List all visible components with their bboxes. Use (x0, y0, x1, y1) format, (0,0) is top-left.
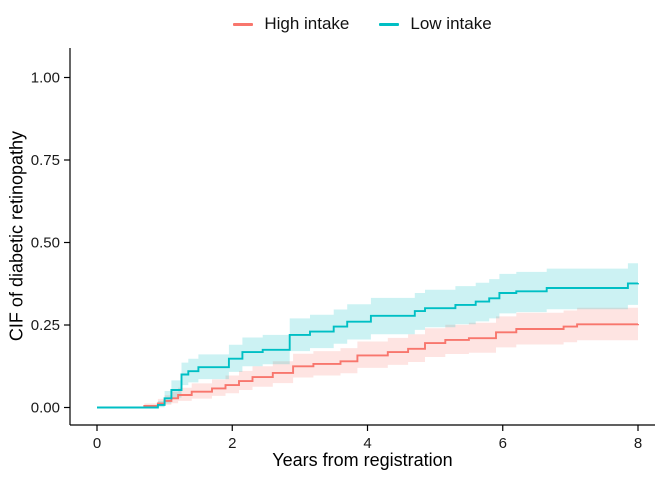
legend-item-high-intake: High intake (233, 14, 349, 34)
y-tick-label: 1.00 (31, 70, 60, 87)
x-axis-ticks: 0 2 4 6 8 (93, 425, 642, 452)
y-tick-label: 0.50 (31, 235, 60, 252)
step-line-high-intake (97, 323, 639, 409)
step-line-low-intake (97, 282, 639, 409)
low-intake-line-swatch-icon (379, 22, 400, 26)
x-axis-title: Years from registration (272, 450, 453, 470)
legend-label-low-intake: Low intake (410, 14, 492, 33)
high-intake-line-swatch-icon (233, 22, 254, 26)
x-tick-label: 0 (93, 435, 101, 452)
y-tick-label: 0.25 (31, 317, 60, 334)
x-tick-label: 2 (228, 435, 236, 452)
axes (69, 48, 655, 426)
confidence-band-low-intake (97, 263, 638, 408)
legend-item-low-intake: Low intake (379, 14, 492, 34)
legend: High intake Low intake (70, 13, 655, 35)
y-axis-title: CIF of diabetic retinopathy (6, 130, 27, 342)
x-tick-label: 6 (499, 435, 507, 452)
x-tick-label: 4 (363, 435, 371, 452)
y-tick-label: 0.75 (31, 152, 60, 169)
x-tick-label: 8 (634, 435, 642, 452)
y-tick-label: 0.00 (31, 400, 60, 417)
legend-label-high-intake: High intake (264, 14, 350, 33)
y-axis-ticks: 0.00 0.25 0.50 0.75 1.00 (31, 70, 70, 417)
